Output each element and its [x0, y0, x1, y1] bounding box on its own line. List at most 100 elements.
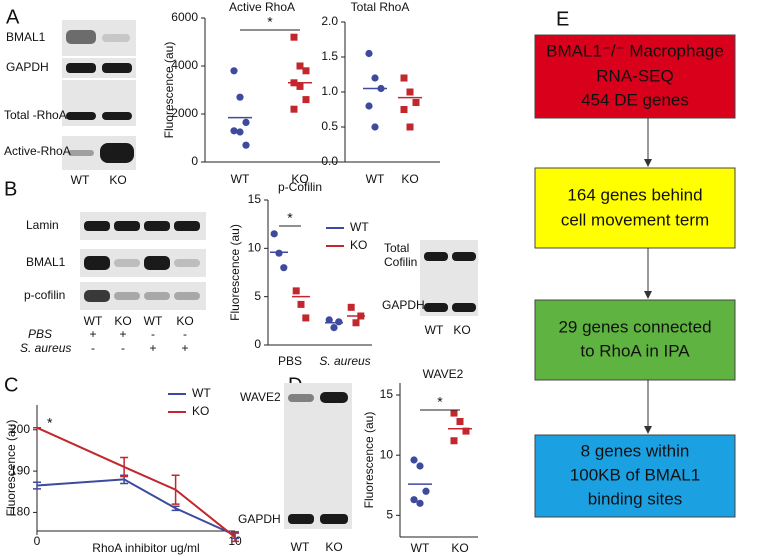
point — [292, 287, 300, 295]
point — [230, 67, 238, 75]
panel-label: A — [6, 6, 20, 28]
point — [450, 437, 458, 445]
flow-text: to RhoA in IPA — [580, 341, 690, 360]
y-axis-label: Fluorescence (au) — [362, 412, 376, 509]
point — [410, 496, 418, 504]
legend-label: WT — [192, 386, 211, 400]
flow-node — [534, 34, 736, 119]
point — [352, 319, 360, 327]
treatment-label: S. aureus — [20, 341, 71, 355]
flow-text: 8 genes within — [581, 441, 690, 460]
x-axis-label: RhoA inhibitor ug/ml — [92, 541, 199, 555]
y-tick-label: 15 — [380, 387, 394, 401]
y-tick-label: 1.0 — [321, 84, 338, 98]
panel-label: E — [556, 8, 569, 30]
y-axis-label: Fluorescence (au) — [228, 224, 242, 321]
y-tick-label: 2.0 — [321, 14, 338, 28]
error-bar — [171, 505, 180, 512]
point — [296, 62, 304, 70]
point — [335, 318, 343, 326]
treatment-mark: - — [121, 341, 125, 355]
point — [410, 456, 418, 464]
point — [371, 123, 379, 131]
point — [450, 409, 458, 417]
flowchart: BMAL1⁻/⁻ Macrophage RNA-SEQ 454 DE genes… — [534, 34, 736, 518]
point — [325, 316, 333, 324]
y-tick-label: 190 — [10, 463, 30, 477]
flow-node — [534, 167, 736, 249]
treatment-mark: - — [183, 327, 187, 341]
treatment-mark: - — [151, 327, 155, 341]
point — [275, 249, 283, 257]
y-tick-label: 180 — [10, 505, 30, 519]
x-tick-label: PBS — [278, 354, 302, 368]
flow-text: BMAL1⁻/⁻ Macrophage — [546, 41, 724, 60]
point — [270, 230, 278, 238]
point — [297, 300, 305, 308]
flow-text: 29 genes connected — [558, 317, 711, 336]
blot-label: WAVE2 — [240, 390, 281, 404]
y-axis-label: Fluorescence (au) — [162, 42, 176, 139]
line — [36, 478, 236, 537]
significance-label: * — [437, 394, 443, 410]
flow-text: 454 DE genes — [581, 90, 689, 109]
error-bar — [33, 481, 41, 490]
blot-label: GAPDH — [6, 60, 49, 74]
legend-label: KO — [192, 404, 209, 418]
treatment-mark: + — [181, 341, 188, 355]
point — [302, 96, 310, 104]
treatment-mark: + — [149, 341, 156, 355]
y-tick-label: 6000 — [171, 10, 198, 24]
flow-text: 100KB of BMAL1 — [570, 465, 700, 484]
point — [236, 93, 244, 101]
blot-d: WAVE2 GAPDH WT KO — [238, 383, 352, 554]
y-tick-label: 15 — [248, 192, 262, 206]
x-tick-label: 0 — [34, 534, 41, 548]
chart-title: p-Cofilin — [278, 180, 322, 194]
lane-label: KO — [325, 540, 342, 554]
point — [406, 123, 414, 131]
point — [330, 324, 338, 332]
y-tick-label: 5 — [254, 289, 261, 303]
chart-title: Total RhoA — [351, 0, 410, 14]
legend-label: KO — [350, 238, 367, 252]
point — [422, 487, 430, 495]
point — [242, 118, 250, 126]
lane-label: WT — [71, 173, 90, 187]
lane-label: KO — [176, 314, 193, 328]
point — [406, 88, 414, 96]
point — [347, 303, 355, 311]
point — [462, 427, 470, 435]
blot-label: Active-RhoA — [4, 144, 71, 158]
point — [365, 49, 373, 58]
panel-label: B — [4, 178, 17, 200]
flow-node — [534, 434, 736, 518]
flow-text: binding sites — [588, 489, 683, 508]
lane-label: WT — [84, 314, 103, 328]
point — [400, 74, 408, 82]
error-bar — [120, 456, 129, 478]
y-tick-label: 2000 — [171, 106, 198, 120]
point — [290, 105, 298, 113]
y-tick-label: 1.5 — [321, 49, 338, 63]
point — [416, 499, 424, 507]
x-tick-label: WT — [411, 541, 430, 555]
lane-label: KO — [453, 323, 470, 337]
legend-label: WT — [350, 220, 369, 234]
error-bar — [231, 532, 239, 543]
flow-text: RNA-SEQ — [596, 66, 673, 85]
y-tick-label: 0.5 — [321, 119, 338, 133]
flow-node — [534, 299, 736, 381]
flow-text: cell movement term — [561, 210, 709, 229]
x-tick-label: KO — [291, 172, 308, 186]
point — [456, 418, 464, 425]
y-tick-label: 10 — [380, 447, 394, 461]
chart-title: WAVE2 — [423, 367, 464, 381]
y-tick-label: 0 — [191, 154, 198, 168]
blot-label: Lamin — [26, 218, 59, 232]
lane-label: WT — [291, 540, 310, 554]
x-tick-label: WT — [366, 172, 385, 186]
point — [242, 141, 250, 149]
blot-label: Total — [384, 241, 409, 255]
blot-label: GAPDH — [238, 512, 281, 526]
